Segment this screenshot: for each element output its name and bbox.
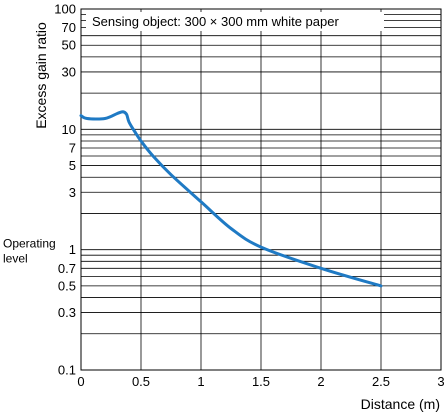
x-tick-label: 1 [197, 374, 204, 389]
y-tick-label: 0.7 [58, 261, 76, 276]
y-tick-labels: 0.1 0.3 0.5 0.7 1 3 5 7 10 30 50 70 100 [54, 2, 76, 378]
y-tick-label: 1 [69, 242, 76, 257]
x-axis-label: Distance (m) [361, 396, 440, 412]
y-axis-label: Excess gain ratio [33, 22, 49, 129]
y-tick-label: 100 [54, 2, 76, 17]
x-tick-label: 3 [437, 374, 444, 389]
y-tick-label: 0.1 [58, 363, 76, 378]
annotation-text: Sensing object: 300 × 300 mm white paper [92, 14, 339, 29]
x-tick-labels: 0 0.5 1 1.5 2 2.5 3 [77, 374, 444, 389]
y-tick-label: 10 [62, 122, 76, 137]
annotation-box: Sensing object: 300 × 300 mm white paper [86, 12, 384, 31]
x-tick-label: 0.5 [132, 374, 150, 389]
y-tick-label: 0.5 [58, 278, 76, 293]
series-line [79, 110, 383, 288]
operating-level-label-line2: level [3, 252, 28, 266]
y-tick-label: 50 [62, 38, 76, 53]
operating-level-label-line1: Operating [3, 237, 56, 251]
plot-frame [80, 8, 442, 371]
y-tick-label: 70 [62, 20, 76, 35]
x-tick-label: 2.5 [372, 374, 390, 389]
y-tick-label: 30 [62, 64, 76, 79]
x-tick-label: 1.5 [252, 374, 270, 389]
y-tick-label: 5 [69, 158, 76, 173]
x-tick-label: 2 [317, 374, 324, 389]
y-tick-label: 3 [69, 185, 76, 200]
grid [80, 8, 442, 371]
y-tick-label: 0.3 [58, 305, 76, 320]
series-layer [79, 110, 383, 288]
x-tick-label: 0 [77, 374, 84, 389]
y-tick-label: 7 [69, 140, 76, 155]
